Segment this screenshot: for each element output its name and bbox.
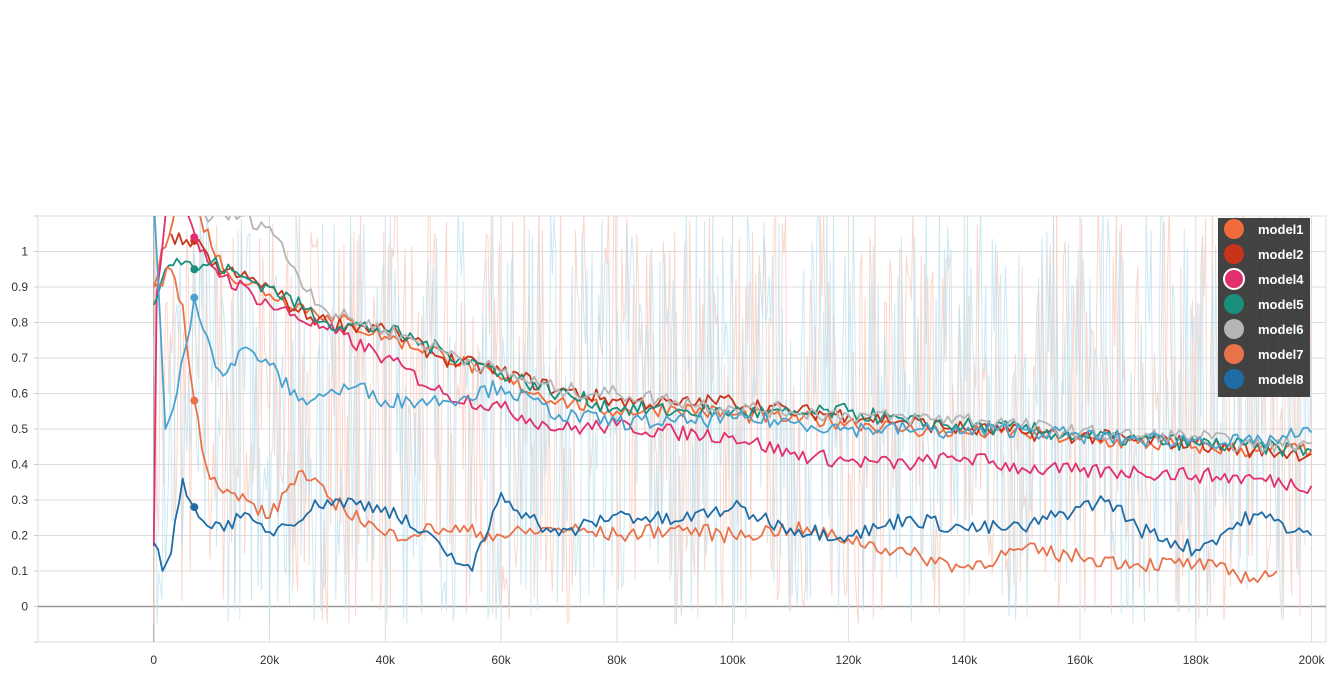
legend-label: model4 — [1258, 272, 1304, 287]
series-point-model8 — [190, 503, 199, 512]
legend: model1 model2 model4 model5 model6 model7 mode… — [1218, 218, 1310, 397]
legend-label: model6 — [1258, 322, 1304, 337]
y-tick-label: 0.7 — [11, 351, 28, 365]
legend-label: model7 — [1258, 347, 1304, 362]
x-tick-label: 100k — [720, 653, 747, 667]
y-tick-label: 0.3 — [11, 493, 28, 507]
series-line-model8 — [153, 477, 1313, 572]
series-line-model7 — [153, 266, 1278, 584]
raw-noise-trace — [153, 216, 1312, 625]
series-point-model5 — [190, 265, 199, 274]
axes: 0 0.1 0.2 0.3 0.4 0.5 0.6 0.7 0.8 0.9 1 0 20k 40k 60k 8… — [11, 215, 1326, 667]
series-line-model4 — [152, 216, 1313, 547]
y-tick-label: 0.6 — [11, 387, 28, 401]
y-tick-label: 0.8 — [11, 316, 28, 330]
legend-label: model8 — [1258, 372, 1304, 387]
y-tick-label: 1 — [21, 245, 28, 259]
legend-swatch — [1224, 344, 1244, 364]
legend-swatch — [1223, 268, 1245, 290]
legend-item: model8 — [1224, 369, 1304, 389]
series-line-unnamed-7 — [153, 216, 1313, 450]
legend-label: model5 — [1258, 297, 1304, 312]
x-tick-label: 40k — [376, 653, 396, 667]
legend-item: model7 — [1224, 344, 1304, 364]
legend-swatch — [1224, 219, 1244, 239]
y-tick-label: 0.4 — [11, 458, 28, 472]
series-lines — [152, 216, 1313, 584]
x-tick-label: 20k — [260, 653, 280, 667]
x-tick-label: 200k — [1299, 653, 1326, 667]
y-tick-label: 0 — [21, 600, 28, 614]
legend-item: model4 — [1223, 268, 1304, 290]
series-line-model6 — [200, 216, 1312, 454]
x-tick-label: 140k — [951, 653, 978, 667]
legend-swatch — [1224, 294, 1244, 314]
raw-noise-background — [153, 216, 1312, 625]
x-tick-label: 180k — [1183, 653, 1210, 667]
x-tick-label: 60k — [491, 653, 511, 667]
series-point-model4 — [190, 233, 199, 242]
y-tick-label: 0.9 — [11, 280, 28, 294]
legend-label: model2 — [1258, 247, 1304, 262]
legend-item: model2 — [1224, 244, 1304, 264]
legend-item: model5 — [1224, 294, 1304, 314]
y-tick-label: 0.2 — [11, 529, 28, 543]
legend-swatch — [1224, 369, 1244, 389]
legend-label: model1 — [1258, 222, 1304, 237]
legend-item: model6 — [1224, 319, 1304, 339]
x-tick-label: 0 — [150, 653, 157, 667]
y-tick-label: 0.5 — [11, 422, 28, 436]
legend-swatch — [1224, 244, 1244, 264]
series-point-model7 — [190, 396, 199, 405]
legend-swatch — [1224, 319, 1244, 339]
x-tick-label: 80k — [607, 653, 627, 667]
x-tick-label: 160k — [1067, 653, 1094, 667]
series-point-unnamed-7 — [190, 293, 199, 302]
y-tick-label: 0.1 — [11, 564, 28, 578]
x-tick-label: 120k — [835, 653, 862, 667]
legend-item: model1 — [1224, 219, 1304, 239]
